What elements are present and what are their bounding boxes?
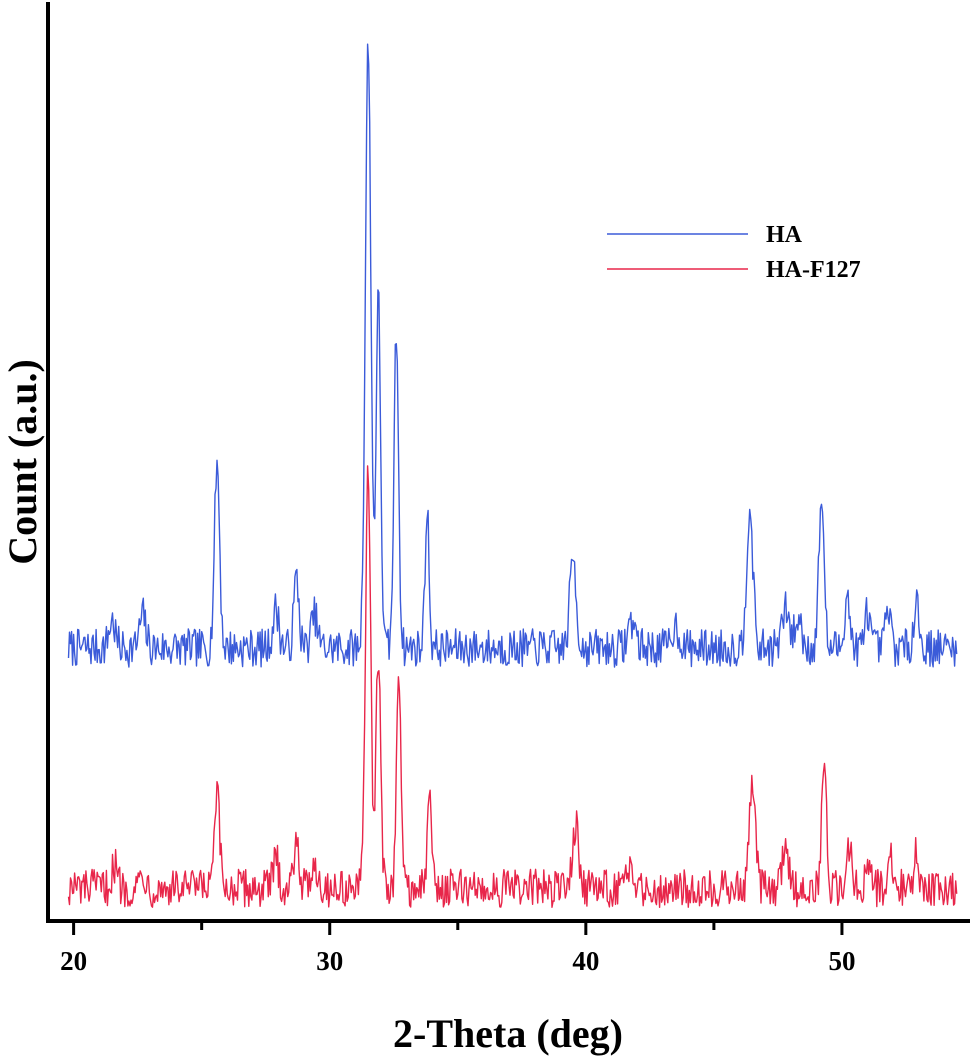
x-tick-label-40: 40 bbox=[572, 946, 599, 976]
legend-label-ha: HA bbox=[766, 222, 803, 248]
x-axis-title: 2-Theta (deg) bbox=[393, 1011, 623, 1056]
plot-series bbox=[67, 43, 958, 908]
series-line-ha bbox=[67, 43, 958, 668]
legend-label-ha-f127: HA-F127 bbox=[766, 257, 861, 283]
x-tick-label-30: 30 bbox=[316, 946, 343, 976]
series-line-ha-f127 bbox=[67, 465, 958, 908]
legend: HA HA-F127 bbox=[607, 222, 861, 283]
y-axis-title: Count (a.u.) bbox=[0, 359, 45, 565]
x-tick-label-20: 20 bbox=[60, 946, 87, 976]
x-ticks: 20 30 40 50 bbox=[60, 921, 855, 976]
x-tick-label-50: 50 bbox=[828, 946, 855, 976]
